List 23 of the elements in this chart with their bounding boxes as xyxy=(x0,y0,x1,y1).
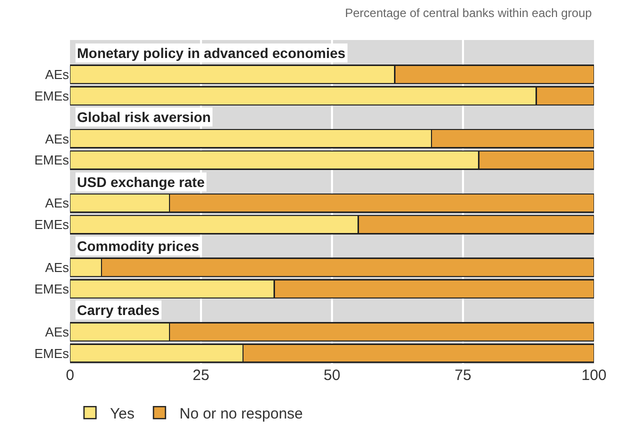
annotation: Commodity prices xyxy=(77,238,200,254)
y-tick-label: EMEs xyxy=(34,281,70,296)
x-tick-label: 25 xyxy=(192,367,210,384)
y-tick-label: AEs xyxy=(45,324,70,340)
x-tick-label: 0 xyxy=(66,367,74,384)
y-tick-label: AEs xyxy=(45,131,70,146)
y-tick-label: AEs xyxy=(45,260,70,275)
y-tick-label: AEs xyxy=(45,196,70,211)
legend-label: Yes xyxy=(110,406,134,422)
x-tick-label: 100 xyxy=(581,367,607,384)
annotation: Global risk aversion xyxy=(77,109,211,125)
annotation: Carry trades xyxy=(77,302,160,318)
y-tick-label: EMEs xyxy=(34,217,70,232)
chart-subtitle: Percentage of central banks within each group xyxy=(345,6,592,20)
y-tick-label: AEs xyxy=(45,66,70,82)
y-tick-label: EMEs xyxy=(34,88,70,104)
x-tick-label: 50 xyxy=(324,367,340,384)
annotation: Monetary policy in advanced economies xyxy=(77,45,346,61)
annotation: USD exchange rate xyxy=(77,174,205,190)
legend-label: No or no response xyxy=(179,406,303,422)
y-tick-label: EMEs xyxy=(34,346,70,361)
x-tick-label: 75 xyxy=(454,367,472,384)
y-tick-label: EMEs xyxy=(34,152,70,168)
